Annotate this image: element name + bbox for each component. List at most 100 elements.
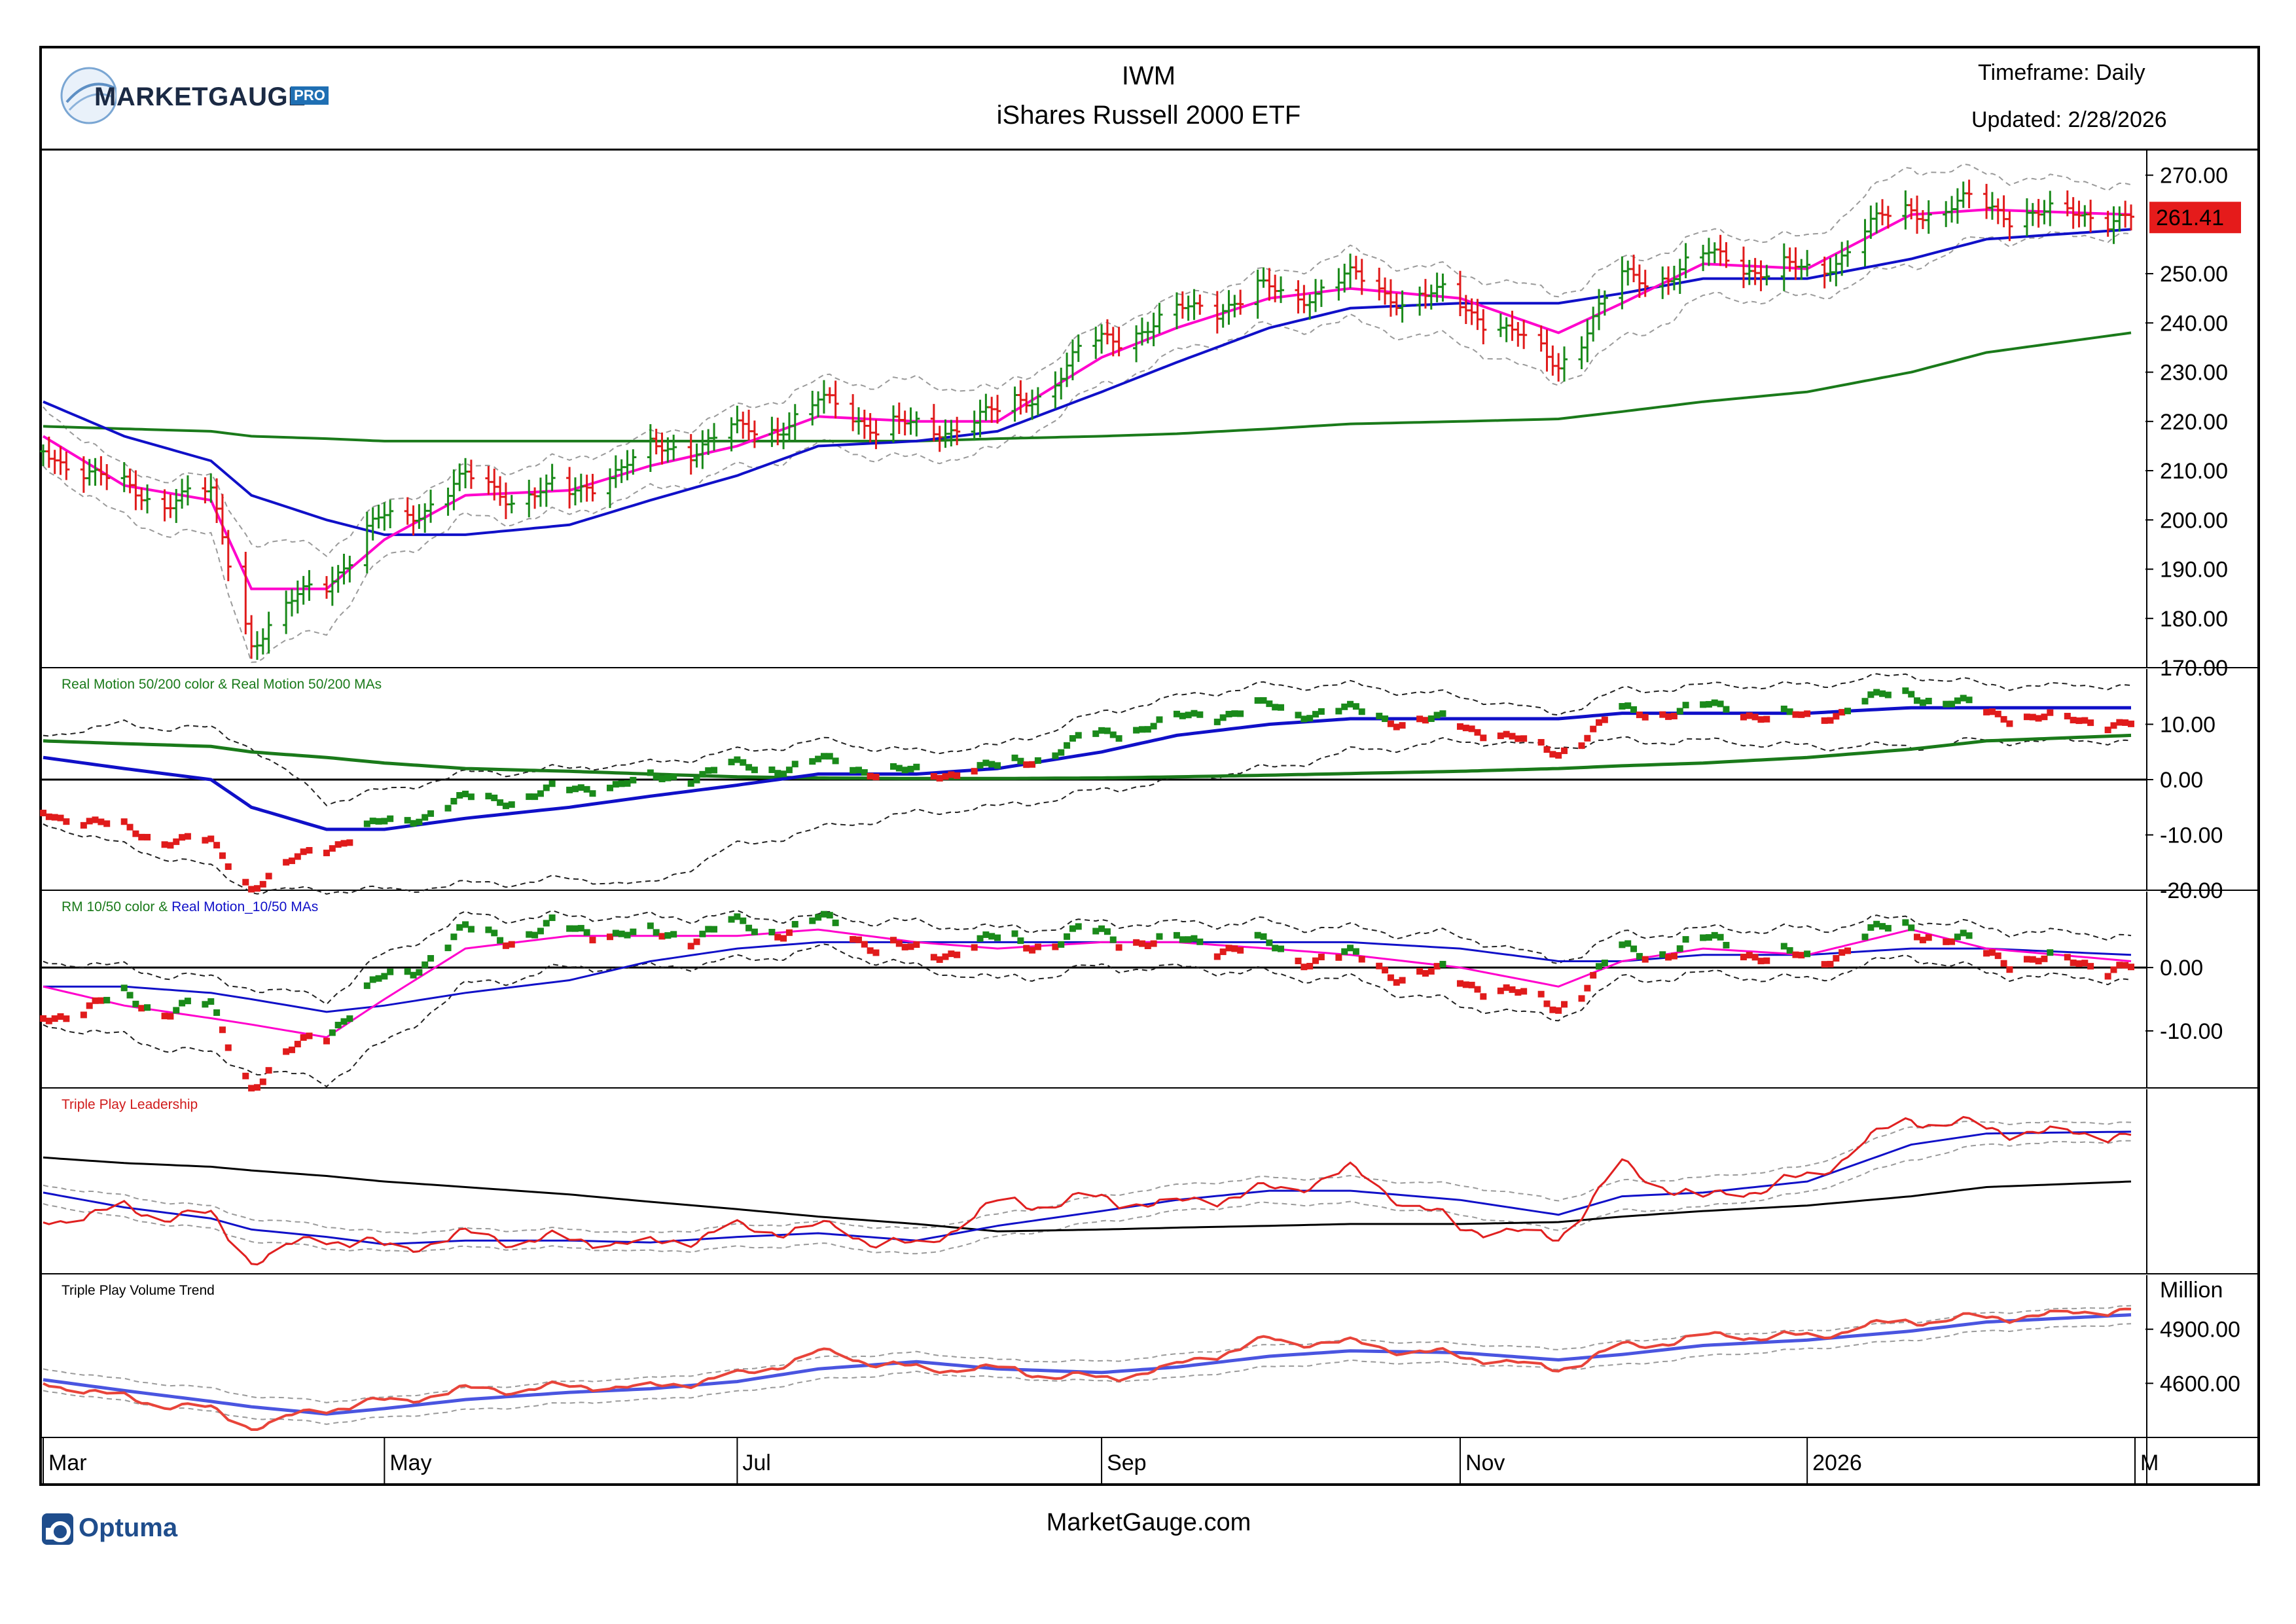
rm-dot: [375, 818, 382, 825]
rm10-dot: [1098, 925, 1105, 932]
tpvt-title: Triple Play Volume Trend: [62, 1283, 215, 1298]
rm1050-title-part: Real Motion_10/50 MAs: [171, 899, 318, 914]
rm-dot: [936, 774, 943, 782]
rm10-dot: [462, 921, 469, 928]
rm10-dot: [1295, 958, 1302, 965]
price-bar: [300, 575, 307, 605]
price-bar: [526, 479, 533, 518]
rm10-dot: [658, 933, 666, 940]
last-price-tag: [2149, 202, 2241, 234]
price-bar: [1751, 258, 1759, 285]
rm10-dot: [410, 971, 417, 979]
rm10-dot: [253, 1084, 260, 1091]
rm-dot: [138, 833, 145, 840]
rm10-dot: [2087, 963, 2094, 970]
price-bar: [566, 467, 573, 509]
price-bar: [889, 405, 897, 443]
rm10-dot: [1225, 945, 1232, 952]
rm10-dot: [485, 926, 492, 933]
rm10-band-lower: [43, 943, 2132, 1088]
rm10-dot: [1792, 951, 1799, 958]
price-bar: [283, 590, 290, 634]
rm10-dot: [1196, 938, 1204, 945]
rm-dot: [1017, 757, 1024, 765]
rm10-dot: [785, 929, 793, 936]
price-bar: [1295, 280, 1302, 314]
rm-dot: [80, 821, 87, 829]
price-bar: [1011, 386, 1018, 422]
rm10-dot: [80, 1011, 87, 1019]
rm-dot: [51, 814, 58, 821]
x-tick-label: Jul: [742, 1451, 770, 1475]
rm-dot: [2064, 713, 2071, 720]
rm10-dot: [815, 914, 822, 921]
price-bar: [346, 556, 353, 583]
price-bar: [1624, 261, 1632, 286]
last-price-label: 261.41: [2156, 206, 2224, 230]
rm10-dot: [1427, 967, 1435, 975]
rm-dot: [1075, 732, 1082, 739]
price-bar: [2087, 200, 2094, 232]
rm-dot: [167, 842, 174, 849]
chart-symbol: IWM: [1121, 62, 1176, 90]
rm10-dot: [1439, 960, 1446, 967]
price-bar: [161, 489, 168, 522]
price-bar: [224, 530, 232, 581]
price-bar: [872, 420, 880, 450]
price-bar: [913, 411, 920, 437]
rm10-dot: [167, 1013, 174, 1020]
rm-dot: [416, 818, 423, 825]
price-bar: [2110, 206, 2117, 244]
rm-dot: [323, 850, 330, 857]
price-bar: [1630, 255, 1638, 283]
rm10-dot: [1798, 952, 1805, 959]
price-bar: [1213, 291, 1221, 334]
rm10-dot: [132, 1000, 139, 1007]
price-bar: [699, 430, 706, 469]
rm10-dot: [1075, 923, 1082, 930]
rm-dot: [1543, 746, 1551, 753]
rm-dot: [982, 759, 990, 767]
rm-dot: [1919, 699, 1926, 706]
updated-label: Updated: 2/28/2026: [1971, 107, 2167, 132]
rm10-dot: [867, 947, 874, 954]
price-bar: [1596, 289, 1603, 331]
rm10-dot: [1902, 919, 1909, 926]
price-bar: [751, 420, 758, 448]
rm10-dot: [1641, 956, 1649, 963]
price-bar: [942, 419, 949, 448]
price-bar: [363, 511, 370, 573]
rm-dot: [537, 790, 544, 797]
price-bar: [571, 477, 579, 506]
rm-dot: [1596, 719, 1603, 726]
rm10-dot: [901, 943, 908, 950]
rm-dot: [1561, 747, 1568, 754]
price-bar: [1347, 253, 1354, 289]
rm-dot: [1260, 697, 1267, 704]
price-bar: [1700, 244, 1707, 272]
rm10-dot: [144, 1004, 151, 1011]
rm10-dot: [294, 1041, 301, 1048]
price-bar: [855, 407, 862, 435]
rm10-dot: [1659, 951, 1666, 958]
rm10-dot: [1300, 964, 1308, 971]
price-bar: [1237, 289, 1244, 315]
rm-dot: [1196, 711, 1204, 718]
rm10-dot: [300, 1034, 307, 1041]
price-bar: [1960, 181, 1967, 208]
rm10-dot: [213, 1009, 221, 1016]
price-bar: [1804, 249, 1811, 277]
y-tick-label: 230.00: [2160, 361, 2228, 386]
price-bar: [242, 552, 249, 635]
rm10-dot: [751, 928, 758, 935]
price-bar: [734, 405, 741, 433]
price-bar: [895, 402, 903, 434]
price-bar: [248, 615, 255, 659]
price-bar: [948, 420, 955, 446]
rm-dot: [1474, 729, 1481, 736]
rm-dot: [1757, 716, 1765, 723]
rm-dot: [618, 780, 625, 787]
price-bar: [1497, 313, 1504, 337]
rm-dot: [728, 759, 735, 766]
rm-dot: [369, 818, 376, 825]
